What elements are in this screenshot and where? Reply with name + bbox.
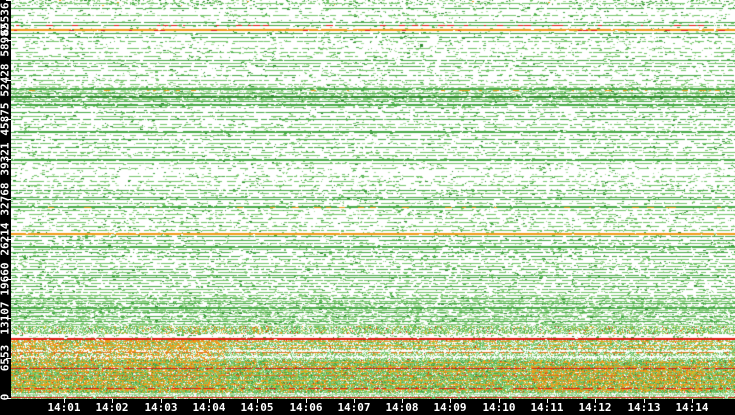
x-tick-label: 14:05 [240, 401, 274, 414]
x-tick-label: 14:08 [385, 401, 419, 414]
x-tick-label: 14:11 [530, 401, 564, 414]
x-tick-label: 14:03 [144, 401, 178, 414]
x-tick-mark [692, 399, 693, 403]
x-tick-label: 14:10 [482, 401, 516, 414]
x-tick-label: 14:13 [627, 401, 661, 414]
y-tick-mark [6, 398, 11, 399]
x-tick-mark [64, 399, 65, 403]
y-tick-mark [6, 80, 11, 81]
x-tick-mark [644, 399, 645, 403]
y-tick-mark [6, 119, 11, 120]
x-tick-mark [595, 399, 596, 403]
y-tick-mark [6, 199, 11, 200]
x-tick-mark [257, 399, 258, 403]
y-tick-label: 45875 [0, 102, 12, 136]
y-tick-mark [6, 40, 11, 41]
y-tick-mark [6, 279, 11, 280]
y-tick-label: 13107 [0, 301, 12, 335]
x-tick-mark [161, 399, 162, 403]
x-tick-mark [306, 399, 307, 403]
x-tick-mark [112, 399, 113, 403]
x-tick-label: 14:12 [578, 401, 612, 414]
x-tick-label: 14:01 [47, 401, 81, 414]
y-tick-label: 6553 [0, 344, 12, 372]
x-tick-mark [354, 399, 355, 403]
y-tick-label: 32768 [0, 182, 12, 216]
y-axis-port: 0 6553 13107 19660 26214 32768 39321 45875 52428… [0, 0, 12, 415]
y-tick-label: 52428 [0, 63, 12, 97]
y-tick-mark [6, 318, 11, 319]
x-tick-mark [499, 399, 500, 403]
y-tick-label: 19660 [0, 262, 12, 296]
x-tick-mark [547, 399, 548, 403]
y-tick-mark [6, 358, 11, 359]
y-tick-label: 0 [0, 394, 12, 401]
y-tick-mark [6, 0, 11, 1]
x-tick-label: 14:07 [337, 401, 371, 414]
y-tick-label: 39321 [0, 142, 12, 176]
x-tick-mark [450, 399, 451, 403]
x-tick-mark [209, 399, 210, 403]
x-axis-time: 14:01 14:02 14:03 14:04 14:05 14:06 14:07 14:08… [0, 399, 735, 415]
traffic-scatter-canvas [11, 0, 735, 399]
x-tick-label: 14:06 [289, 401, 323, 414]
x-tick-label: 14:09 [433, 401, 467, 414]
y-tick-label: 65536 [0, 2, 12, 36]
y-tick-mark [6, 159, 11, 160]
x-tick-label: 14:04 [192, 401, 226, 414]
x-tick-mark [402, 399, 403, 403]
x-tick-label: 14:14 [675, 401, 709, 414]
y-tick-mark [6, 239, 11, 240]
x-tick-label: 14:02 [95, 401, 129, 414]
y-tick-label: 26214 [0, 222, 12, 256]
